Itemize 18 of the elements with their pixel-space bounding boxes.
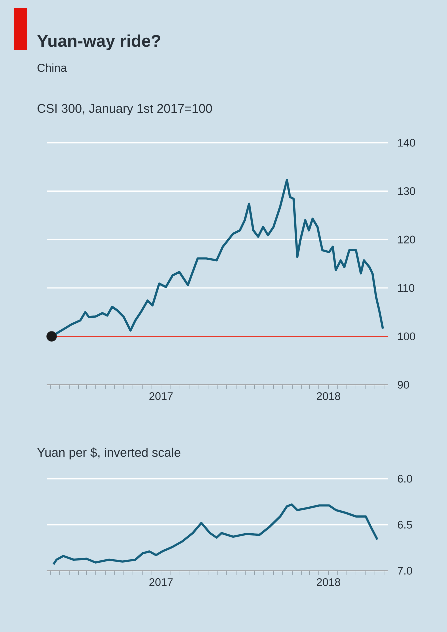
chart-subtitle: China [38,64,68,72]
y-axis-title: CSI 300, January 1st 2017=100 [38,104,212,116]
y-tick-label: 6.0 [398,475,412,483]
y-tick-label: 7.0 [398,567,412,575]
x-tick-label: 2018 [317,578,340,586]
x-tick-label: 2018 [317,392,340,400]
x-tick-label: 2017 [150,578,173,586]
chart-title: Yuan-way ride? [37,34,160,51]
y-tick-label: 110 [398,284,415,292]
y-tick-label: 90 [398,381,410,389]
y-axis-title: Yuan per $, inverted scale [37,448,181,460]
line-series [52,504,379,566]
y-tick-label: 100 [398,332,416,340]
y-tick-label: 120 [398,236,416,244]
y-tick-label: 130 [398,188,416,196]
x-tick-label: 2017 [150,392,173,400]
y-tick-label: 140 [398,139,416,147]
y-tick-label: 6.5 [398,521,412,529]
